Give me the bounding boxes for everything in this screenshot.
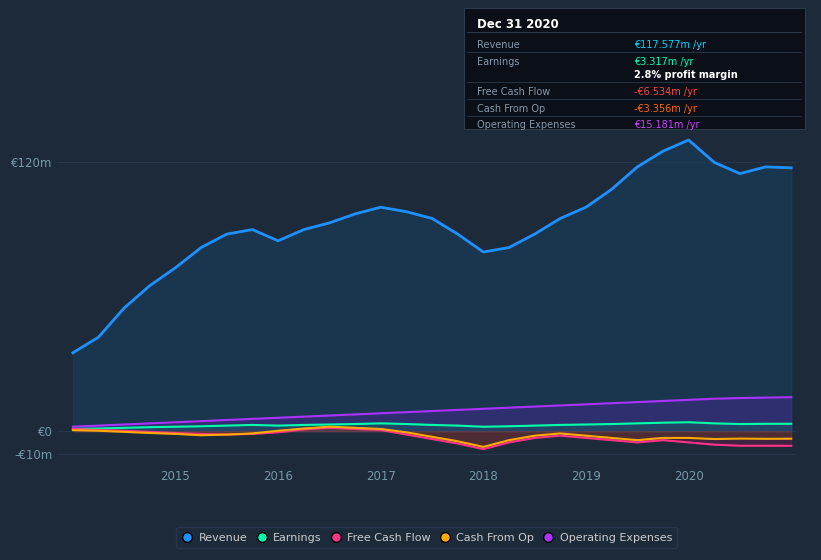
Text: Operating Expenses: Operating Expenses — [478, 120, 576, 130]
Text: -€3.356m /yr: -€3.356m /yr — [635, 104, 697, 114]
Text: -€6.534m /yr: -€6.534m /yr — [635, 87, 697, 97]
Text: Dec 31 2020: Dec 31 2020 — [478, 18, 559, 31]
FancyBboxPatch shape — [464, 8, 805, 129]
Legend: Revenue, Earnings, Free Cash Flow, Cash From Op, Operating Expenses: Revenue, Earnings, Free Cash Flow, Cash … — [177, 527, 677, 548]
Text: €117.577m /yr: €117.577m /yr — [635, 40, 706, 50]
Text: Cash From Op: Cash From Op — [478, 104, 546, 114]
Text: €3.317m /yr: €3.317m /yr — [635, 57, 694, 67]
Text: Free Cash Flow: Free Cash Flow — [478, 87, 551, 97]
Text: Revenue: Revenue — [478, 40, 521, 50]
Text: 2.8% profit margin: 2.8% profit margin — [635, 70, 738, 80]
Text: Earnings: Earnings — [478, 57, 520, 67]
Text: €15.181m /yr: €15.181m /yr — [635, 120, 699, 130]
